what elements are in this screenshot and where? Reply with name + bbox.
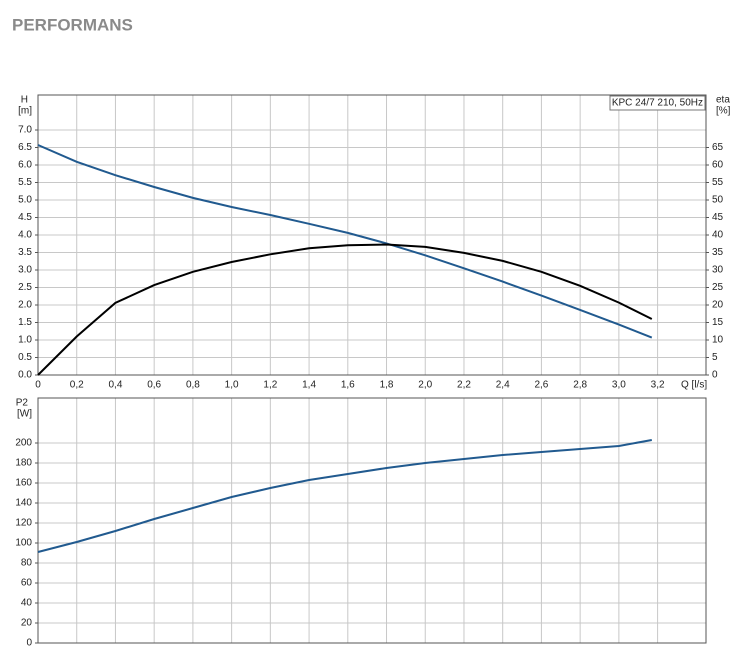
x-tick-label: 1,2 — [263, 380, 277, 391]
x-tick-label: 0,4 — [108, 380, 122, 391]
y2-tick-label: 35 — [712, 247, 724, 258]
x-tick-label: 0,2 — [70, 380, 84, 391]
x-tick-label: 0,6 — [147, 380, 161, 391]
y-tick-label: 120 — [15, 518, 32, 529]
plot-border — [37, 94, 707, 376]
y2-tick-label: 25 — [712, 282, 724, 293]
y-tick-label: 80 — [21, 558, 33, 569]
series-line — [37, 144, 653, 339]
series-line — [37, 439, 652, 553]
series-line — [37, 243, 653, 376]
x-tick-label: 2,4 — [496, 380, 510, 391]
y2-tick-label: 60 — [712, 160, 724, 171]
y2-tick-label: 40 — [712, 230, 724, 241]
x-tick-label: 1,8 — [380, 380, 394, 391]
y-tick-label: 5.5 — [18, 177, 32, 188]
y2-tick-label: 10 — [712, 335, 724, 346]
y-tick-label: 0 — [26, 638, 32, 649]
annotation-box — [609, 95, 706, 111]
x-axis-label: Q [l/s] — [681, 380, 707, 391]
y-tick-label: 6.0 — [18, 160, 32, 171]
x-tick-label: 1,6 — [341, 380, 355, 391]
y2-tick-label: 20 — [712, 300, 724, 311]
y-tick-label: 60 — [21, 578, 33, 589]
y-axis-label: H — [21, 95, 28, 106]
y2-tick-label: 15 — [712, 317, 724, 328]
x-tick-label: 2,6 — [534, 380, 548, 391]
x-tick-label: 2,0 — [418, 380, 432, 391]
y2-tick-label: 30 — [712, 265, 724, 276]
y-tick-label: 180 — [15, 458, 32, 469]
x-tick-label: 1,0 — [225, 380, 239, 391]
y2-axis-label: eta — [716, 95, 730, 106]
y-tick-label: 200 — [15, 438, 32, 449]
y-tick-label: 4.0 — [18, 230, 32, 241]
y-tick-label: 2.0 — [18, 300, 32, 311]
x-tick-label: 3,2 — [651, 380, 665, 391]
x-tick-label: 2,8 — [573, 380, 587, 391]
y-tick-label: 4.5 — [18, 212, 32, 223]
y-axis-label: P2 — [16, 398, 29, 409]
y-tick-label: 3.0 — [18, 265, 32, 276]
y-axis-unit: [m] — [18, 106, 32, 117]
y-tick-label: 100 — [15, 538, 32, 549]
annotation: KPC 24/7 210, 50Hz — [612, 98, 703, 109]
plot-area — [37, 397, 707, 644]
y-tick-label: 160 — [15, 478, 32, 489]
y2-tick-label: 0 — [712, 370, 718, 381]
y-tick-label: 7.0 — [18, 125, 32, 136]
x-tick-label: 3,0 — [612, 380, 626, 391]
y2-tick-label: 65 — [712, 142, 724, 153]
x-tick-label: 0,8 — [186, 380, 200, 391]
page-title: PERFORMANS — [12, 15, 133, 34]
y2-tick-label: 50 — [712, 195, 724, 206]
x-tick-label: 1,4 — [302, 380, 316, 391]
y2-tick-label: 45 — [712, 212, 724, 223]
y-tick-label: 2.5 — [18, 282, 32, 293]
y-tick-label: 1.0 — [18, 335, 32, 346]
x-tick-label: 0 — [35, 380, 41, 391]
y2-tick-label: 55 — [712, 177, 724, 188]
y-tick-label: 0.5 — [18, 352, 32, 363]
y-axis-unit: [W] — [17, 409, 32, 420]
y-tick-label: 5.0 — [18, 195, 32, 206]
y2-tick-label: 5 — [712, 352, 718, 363]
y-tick-label: 20 — [21, 618, 33, 629]
y-tick-label: 6.5 — [18, 142, 32, 153]
y-tick-label: 3.5 — [18, 247, 32, 258]
y-tick-label: 0.0 — [18, 370, 32, 381]
y2-axis-unit: [%] — [716, 106, 731, 117]
x-tick-label: 2,2 — [457, 380, 471, 391]
y-tick-label: 40 — [21, 598, 33, 609]
plot-border — [37, 397, 707, 644]
y-tick-label: 1.5 — [18, 317, 32, 328]
y-tick-label: 140 — [15, 498, 32, 509]
